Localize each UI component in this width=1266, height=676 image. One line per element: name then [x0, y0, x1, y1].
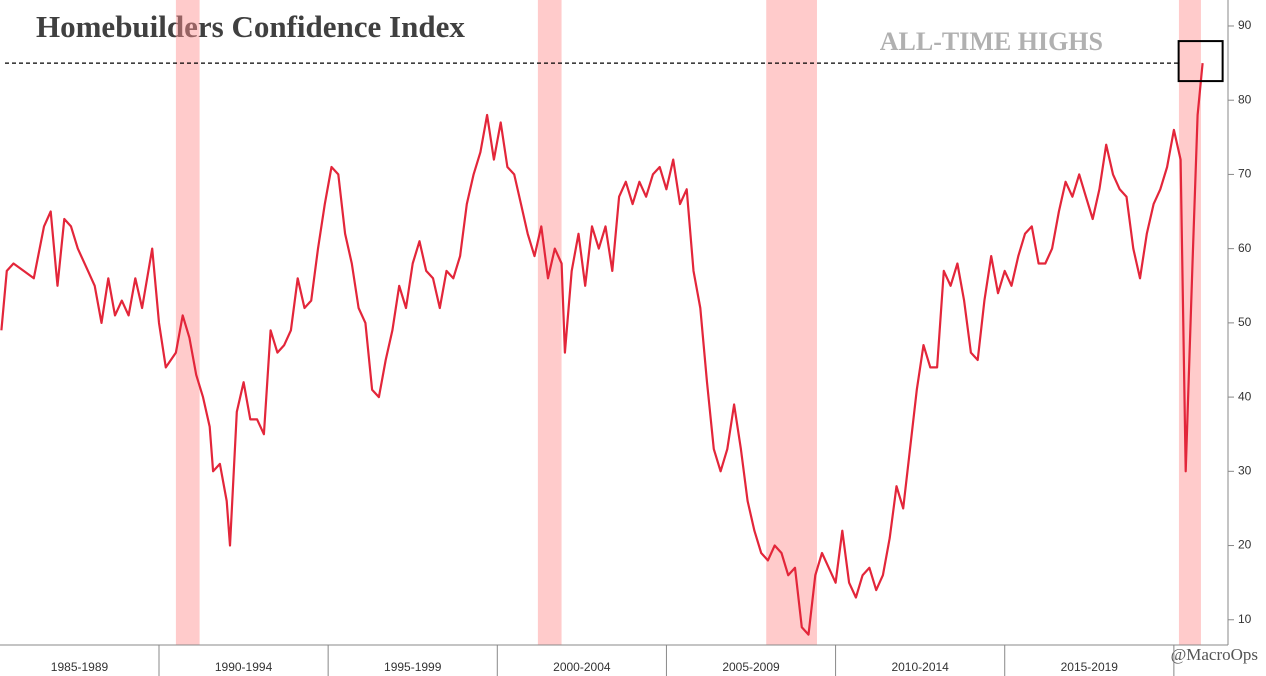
y-tick-label: 70 — [1238, 167, 1252, 181]
highlight-box — [1177, 40, 1224, 83]
x-period-label: 2005-2009 — [722, 660, 780, 674]
y-tick-label: 20 — [1238, 538, 1252, 552]
x-period-label: 1990-1994 — [215, 660, 273, 674]
annotation: ALL-TIME HIGHS — [880, 27, 1103, 56]
y-tick-label: 40 — [1238, 389, 1252, 403]
x-period-label: 1995-1999 — [384, 660, 442, 674]
y-tick-label: 60 — [1238, 241, 1252, 255]
x-period-label: 1985-1989 — [51, 660, 109, 674]
series-line — [0, 62, 1204, 636]
recession-band — [175, 0, 200, 645]
x-period-label: 2000-2004 — [553, 660, 611, 674]
y-tick-label: 80 — [1238, 92, 1252, 106]
recession-band — [766, 0, 817, 645]
y-tick-label: 90 — [1238, 18, 1252, 32]
x-period-label: 2015-2019 — [1061, 660, 1119, 674]
chart-title: Homebuilders Confidence Index — [36, 9, 465, 44]
credit: @MacroOps — [1171, 645, 1258, 664]
x-period-label: 2010-2014 — [891, 660, 949, 674]
y-tick-label: 50 — [1238, 315, 1252, 329]
y-tick-label: 10 — [1238, 612, 1252, 626]
recession-band — [537, 0, 562, 645]
y-tick-label: 30 — [1238, 463, 1252, 477]
